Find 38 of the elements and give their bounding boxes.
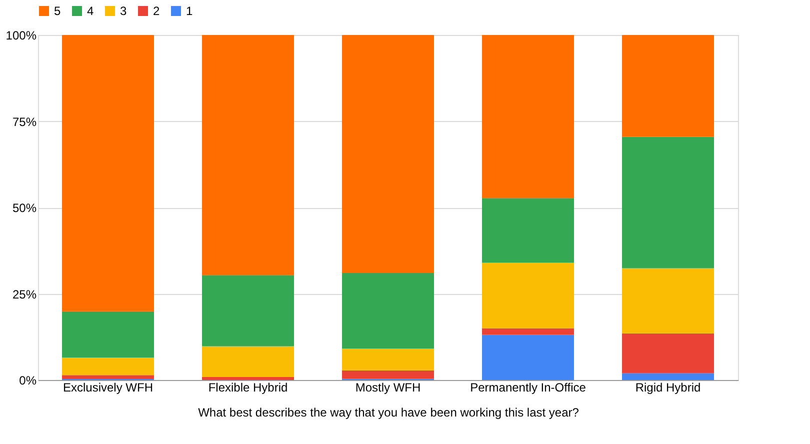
y-tick-label: 100% <box>6 28 37 42</box>
bar <box>62 375 154 379</box>
bar <box>62 311 154 358</box>
x-tick-label: Rigid Hybrid <box>635 380 701 394</box>
bar <box>482 334 574 380</box>
y-tick-label: 0% <box>19 374 37 388</box>
bar <box>202 376 294 380</box>
bar <box>622 35 714 137</box>
bar <box>342 348 434 370</box>
bar <box>62 35 154 312</box>
y-tick-label: 25% <box>12 287 37 302</box>
bar <box>482 35 574 198</box>
bar <box>202 346 294 377</box>
bar <box>622 136 714 268</box>
bar <box>482 328 574 335</box>
bar <box>342 273 434 349</box>
x-tick-label: Mostly WFH <box>355 380 421 394</box>
bar <box>622 333 714 374</box>
legend-label: 1 <box>186 4 193 18</box>
bar <box>342 370 434 379</box>
x-tick-label: Exclusively WFH <box>62 380 154 394</box>
y-tick-label: 50% <box>12 201 37 215</box>
x-axis-title: What best describes the way that you have been working this last year? <box>198 406 580 420</box>
y-tick-label: 75% <box>12 114 37 129</box>
bar <box>622 373 714 380</box>
legend-label: 3 <box>120 4 127 18</box>
bar <box>62 358 154 376</box>
legend-label: 2 <box>153 4 160 18</box>
bar <box>202 35 294 276</box>
x-tick-label: Flexible Hybrid <box>208 380 288 394</box>
legend-label: 5 <box>54 4 61 18</box>
bar <box>482 198 574 263</box>
x-tick-label: Permanently In-Office <box>470 380 586 394</box>
bar <box>622 268 714 334</box>
bar <box>482 262 574 328</box>
bar <box>342 35 434 274</box>
legend-label: 4 <box>87 4 94 18</box>
bar <box>202 275 294 346</box>
